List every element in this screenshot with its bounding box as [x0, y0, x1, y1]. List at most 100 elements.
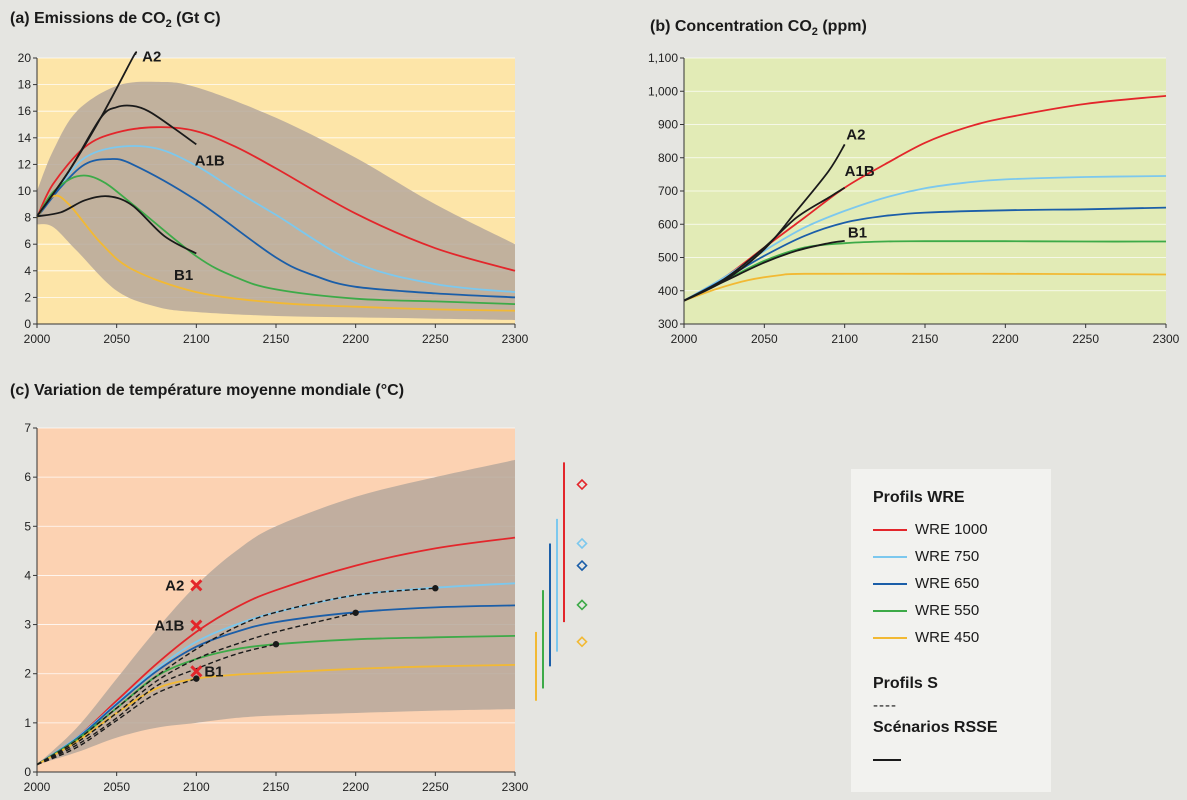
marker-label-b1: B1	[204, 663, 223, 680]
series-label-a1b: A1B	[195, 152, 225, 169]
legend-title-sres: Scénarios RSSE	[873, 719, 998, 736]
legend-swatch-wre550	[873, 610, 907, 613]
chart-panel-1: 300 400 500 600 700 800 900 1,000 1,100 2000 2050 2…	[648, 51, 1180, 346]
chart-a-title: (a) Emissions de CO2 (Gt C)	[10, 10, 221, 30]
legend-title-wre: Profils WRE	[873, 489, 965, 506]
series-line-a1b	[683, 186, 846, 302]
y-tick-label: 2	[24, 667, 31, 681]
marker-a2: A2	[165, 577, 203, 594]
x-tick-label: 2150	[263, 332, 290, 346]
marker-x-stroke	[190, 579, 203, 592]
series-label-a2: A2	[142, 49, 161, 66]
x-tick-label: 2250	[422, 780, 449, 794]
series-line-wre-650	[36, 604, 516, 766]
y-tick-label: 0	[24, 765, 31, 779]
chart-a-title-sub: 2	[165, 18, 172, 31]
y-tick-label: 1	[24, 716, 31, 730]
legend-item-wre650: WRE 650	[873, 575, 979, 592]
chart-panel-0: 0 2 4 6 8 10 12 14 16 18 20 2000 2050 2100 2150 2200 225…	[18, 49, 529, 346]
y-tick-label: 400	[658, 284, 678, 298]
chart-c-title: (c) Variation de température moyenne mon…	[10, 382, 405, 399]
endpoint-dot	[272, 641, 280, 648]
y-tick-label: 700	[658, 184, 678, 198]
legend-item-sres	[873, 751, 909, 768]
series-line-wre-450	[36, 194, 516, 312]
range-best-estimate-diamond	[576, 559, 588, 572]
y-tick-label: 12	[18, 157, 32, 171]
range-best-estimate-diamond	[576, 599, 588, 611]
series-line-b1	[36, 195, 197, 255]
chart-b-title-sub: 2	[811, 26, 818, 39]
series-line-wre-450	[36, 664, 516, 766]
x-tick-label: 2000	[24, 780, 51, 794]
y-tick-label: 4	[24, 568, 31, 582]
legend-label-wre650: WRE 650	[915, 575, 980, 592]
x-tick-label: 2100	[831, 332, 858, 346]
y-tick-label: 4	[24, 264, 31, 278]
marker-x-stroke	[190, 665, 203, 678]
y-tick-label: 800	[658, 151, 678, 165]
x-tick-label: 2300	[502, 780, 529, 794]
series-line-wre-750	[36, 145, 516, 293]
y-tick-label: 7	[24, 421, 31, 435]
legend-item-wre450: WRE 450	[873, 629, 979, 646]
endpoint-dot	[193, 675, 200, 682]
y-tick-label: 8	[24, 211, 31, 225]
chart-panel-2: 0 1 2 3 4 5 6 7 2000 2050 2100 2150 2200 2250 2300 A2 A1…	[24, 421, 588, 794]
marker-label-a2: A2	[165, 577, 184, 594]
x-tick-label: 2000	[671, 332, 698, 346]
marker-x-stroke	[190, 619, 203, 632]
chart-b-title-text: (b) Concentration CO	[650, 18, 812, 35]
x-tick-label: 2200	[342, 332, 369, 346]
y-tick-label: 0	[24, 317, 31, 331]
x-tick-label: 2050	[103, 332, 130, 346]
x-tick-label: 2050	[751, 332, 778, 346]
chart-a-title-text: (a) Emissions de CO	[10, 10, 166, 27]
series-line-s750	[36, 612, 356, 766]
series-label-a2: A2	[846, 126, 865, 143]
x-tick-label: 2250	[1072, 332, 1099, 346]
y-tick-label: 300	[658, 317, 678, 331]
y-tick-label: 5	[24, 519, 31, 533]
y-tick-label: 500	[658, 251, 678, 265]
series-line-wre-450	[683, 272, 1167, 302]
legend-swatch-wre1000	[873, 529, 907, 532]
y-tick-label: 6	[24, 470, 31, 484]
series-label-b1: B1	[848, 225, 867, 242]
legend-swatch-wre750	[873, 556, 907, 559]
y-tick-label: 600	[658, 217, 678, 231]
legend-label-wre450: WRE 450	[915, 629, 980, 646]
y-tick-label: 2	[24, 290, 31, 304]
x-tick-label: 2100	[183, 332, 210, 346]
series-line-a1b	[36, 104, 197, 217]
marker-b1: B1	[190, 663, 224, 680]
y-tick-label: 18	[18, 78, 32, 92]
x-tick-label: 2300	[502, 332, 529, 346]
series-line-b1	[683, 240, 845, 302]
endpoint-dot	[432, 585, 439, 592]
chart-a-title-unit: (Gt C)	[171, 10, 221, 27]
y-tick-label: 10	[18, 184, 32, 198]
series-line-s450	[36, 677, 197, 766]
y-tick-label: 1,000	[648, 84, 678, 98]
series-line-wre-550	[683, 240, 1167, 302]
legend-title-s: Profils S	[873, 675, 938, 692]
uncertainty-band	[37, 81, 515, 320]
series-line-wre-550	[36, 174, 516, 305]
range-best-estimate-diamond	[576, 537, 588, 550]
range-best-estimate-diamond	[576, 636, 588, 648]
series-label-a1b: A1B	[845, 163, 875, 180]
x-tick-label: 2000	[24, 332, 51, 346]
legend: Profils WRE WRE 1000 WRE 750 WRE 650 WRE…	[851, 469, 1051, 792]
endpoint-dot	[352, 609, 359, 616]
legend-label-wre1000: WRE 1000	[915, 521, 988, 538]
chart-b-title-unit: (ppm)	[817, 18, 867, 35]
series-label-b1: B1	[174, 267, 193, 284]
marker-label-a1b: A1B	[154, 618, 184, 635]
x-tick-label: 2150	[912, 332, 939, 346]
series-line-s1000	[36, 587, 436, 766]
legend-swatch-wre650	[873, 583, 907, 586]
y-tick-label: 6	[24, 237, 31, 251]
x-tick-label: 2250	[422, 332, 449, 346]
